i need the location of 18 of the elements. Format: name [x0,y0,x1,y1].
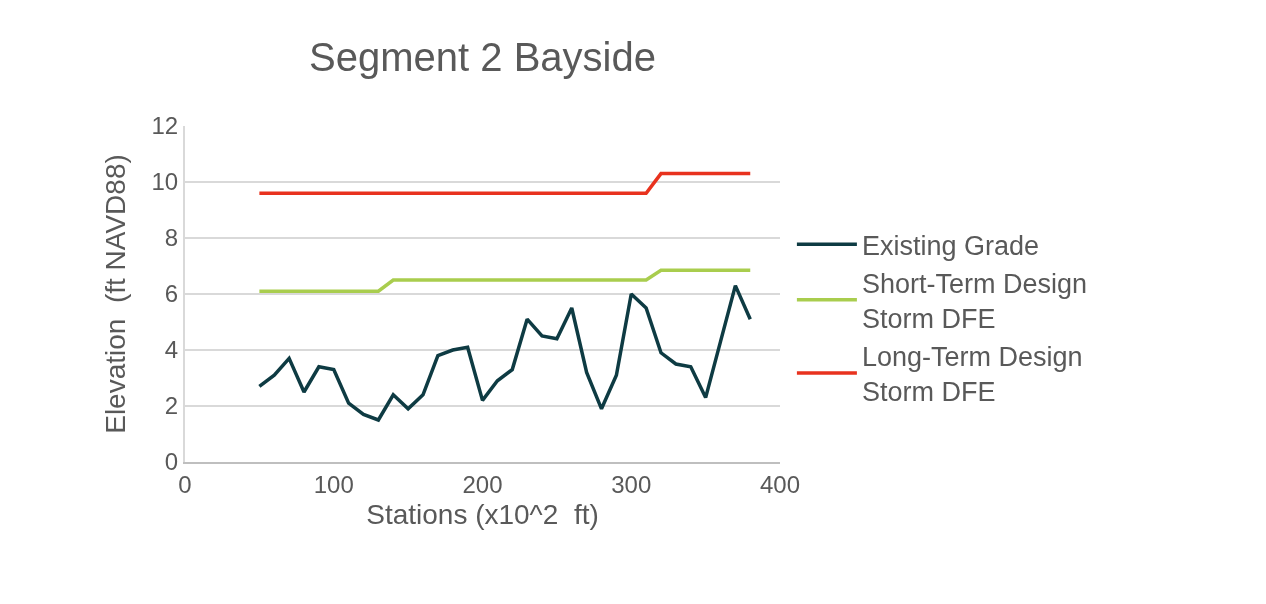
x-axis-title: Stations (x10^2 ft) [366,499,599,531]
chart-title: Segment 2 Bayside [309,35,656,80]
y-tick-label: 2 [164,392,179,420]
y-tick-label: 6 [164,280,179,308]
x-tick-label: 200 [462,470,503,498]
y-tick-label: 0 [164,448,179,476]
x-tick-label: 400 [759,470,801,498]
y-tick-label: 10 [151,168,179,196]
legend-label: Long-Term Design Storm DFE [861,341,1083,408]
line-series [257,283,752,422]
y-tick-label: 8 [164,224,179,252]
x-tick-label: 300 [611,470,652,498]
x-tick-label: 100 [313,470,354,498]
y-tick-label: 4 [164,336,179,364]
legend-label: Short-Term Design Storm DFE [861,268,1087,334]
legend-label: Existing Grade [861,230,1039,261]
y-axis-title: Elevation (ft NAVD88) [99,154,131,434]
y-tick-label: 12 [151,112,179,140]
